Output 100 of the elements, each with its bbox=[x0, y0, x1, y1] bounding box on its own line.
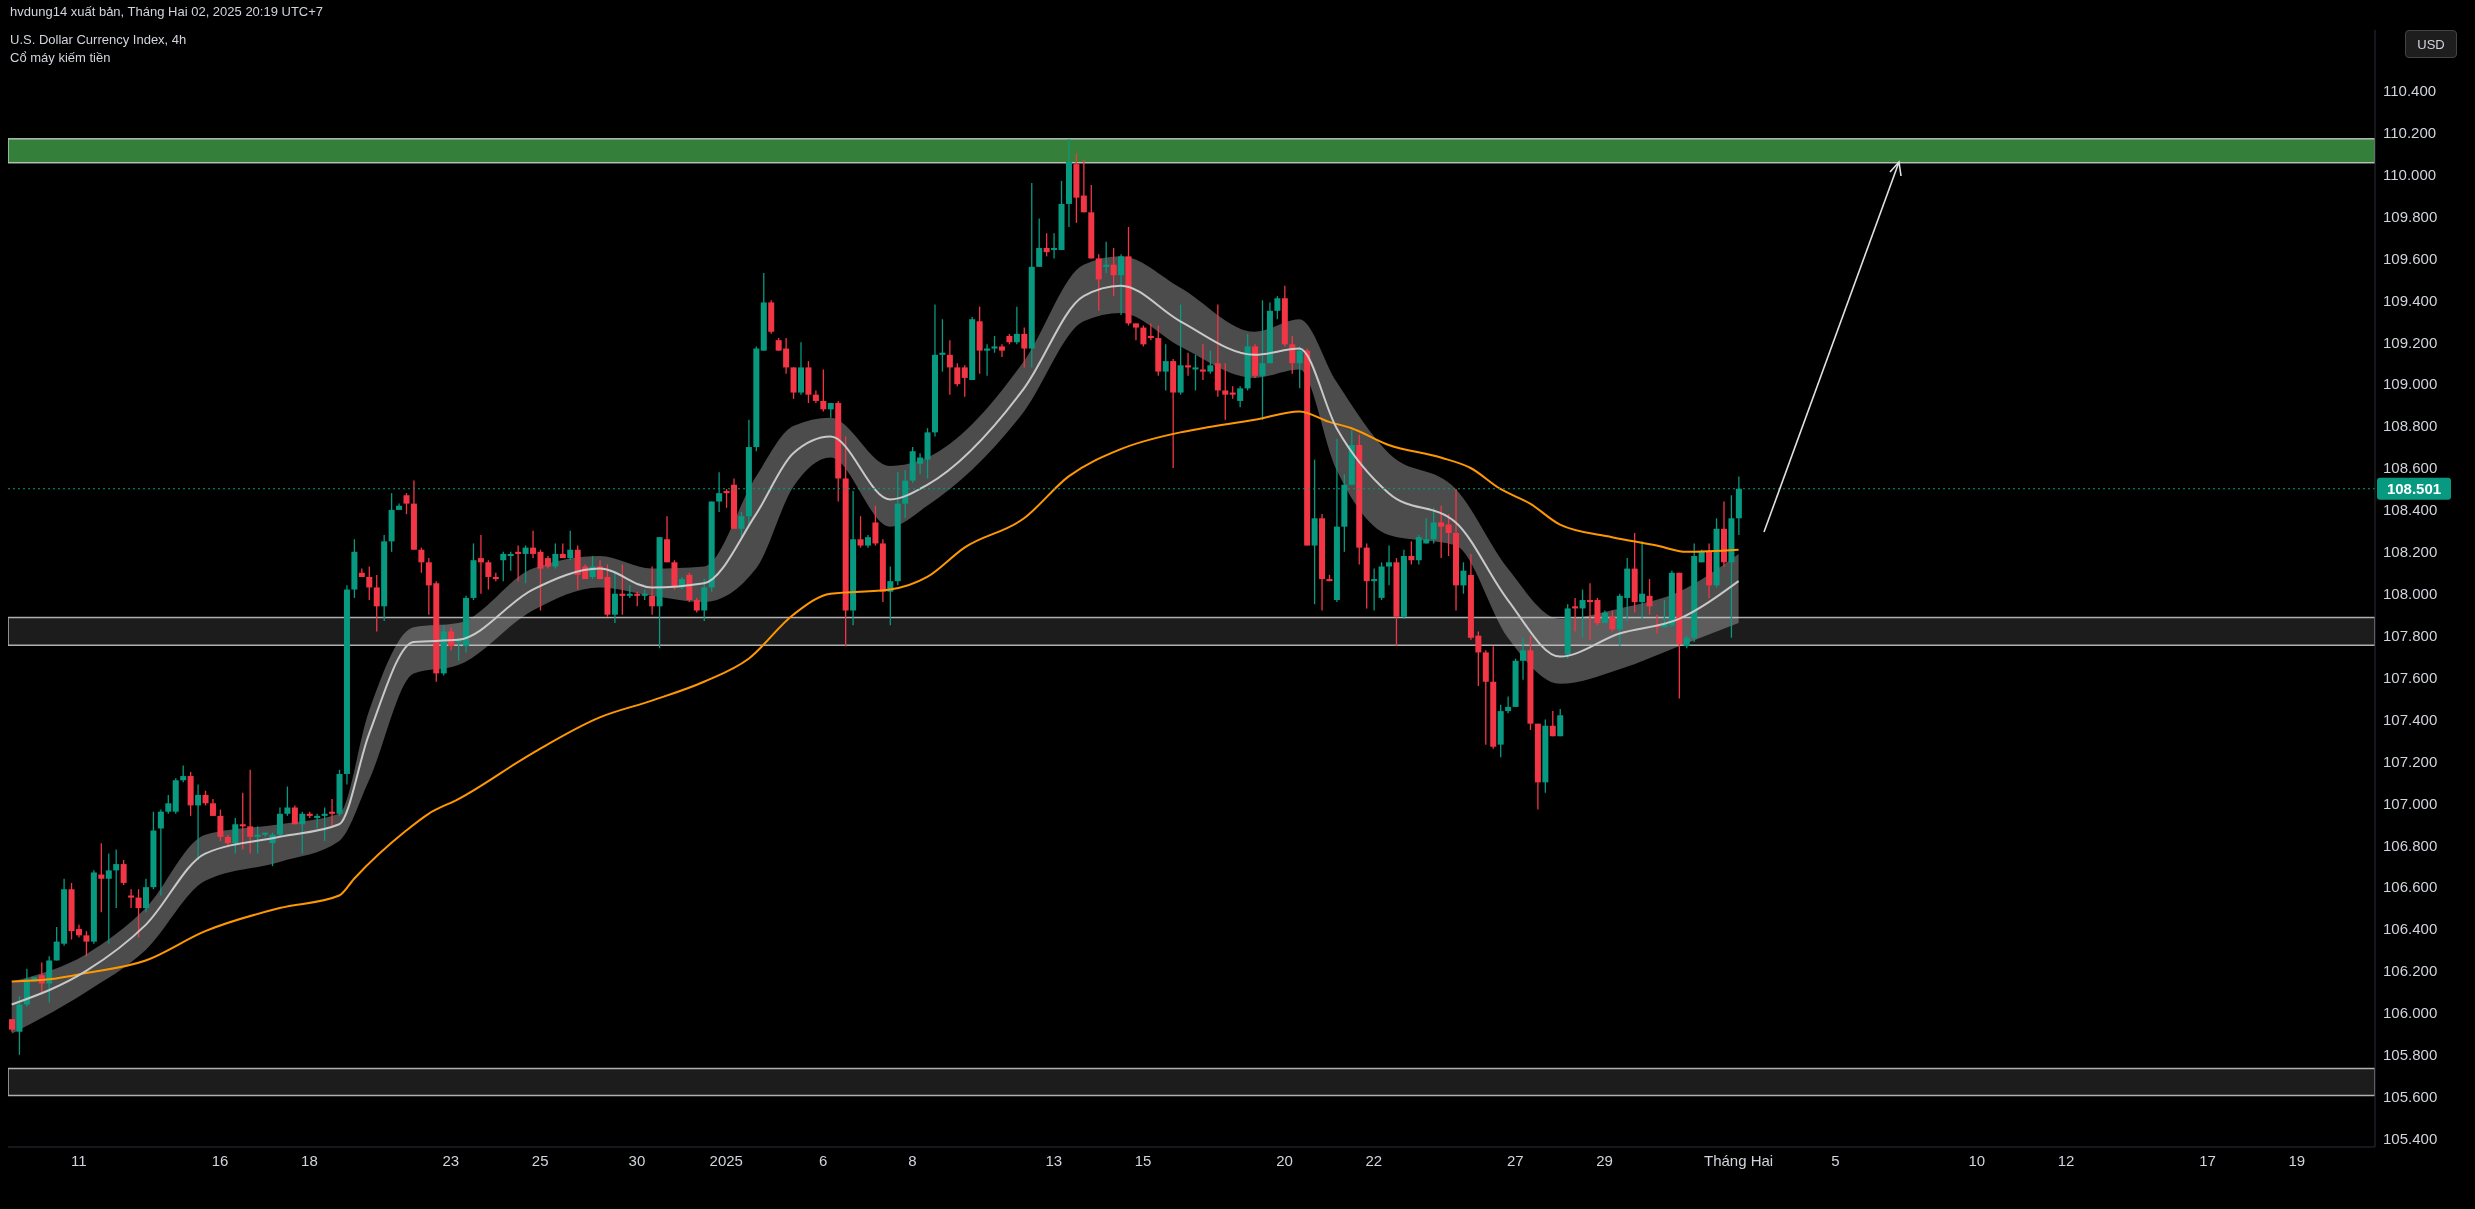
x-tick-label: 19 bbox=[2288, 1151, 2306, 1169]
candlestick bbox=[1222, 362, 1229, 421]
y-tick-label: 107.600 bbox=[2383, 668, 2438, 686]
x-tick-label: 5 bbox=[1831, 1151, 1840, 1169]
candlestick bbox=[738, 511, 745, 538]
candlestick bbox=[1021, 326, 1028, 369]
candlestick bbox=[500, 551, 507, 582]
chart-title: U.S. Dollar Currency Index, 4h bbox=[10, 32, 187, 47]
candlestick bbox=[373, 574, 380, 633]
candlestick bbox=[1192, 354, 1199, 392]
y-tick-label: 107.000 bbox=[2383, 794, 2438, 812]
candlestick bbox=[195, 783, 202, 861]
candlestick bbox=[1408, 540, 1415, 566]
candlestick bbox=[157, 808, 164, 897]
candlestick bbox=[1140, 324, 1147, 348]
candlestick bbox=[619, 563, 626, 616]
x-tick-label: 15 bbox=[1134, 1151, 1152, 1169]
candlestick bbox=[515, 544, 522, 582]
candlestick bbox=[1080, 159, 1087, 213]
y-tick-label: 106.000 bbox=[2383, 1004, 2438, 1022]
y-tick-label: 108.000 bbox=[2383, 585, 2438, 603]
x-tick-label: 23 bbox=[442, 1151, 460, 1169]
candlestick bbox=[1036, 217, 1043, 268]
y-tick-label: 107.800 bbox=[2383, 626, 2438, 644]
y-tick-label: 105.800 bbox=[2383, 1046, 2438, 1064]
x-tick-label: 12 bbox=[2057, 1151, 2075, 1169]
y-tick-label: 106.200 bbox=[2383, 962, 2438, 980]
candlestick bbox=[1289, 335, 1296, 375]
line-series bbox=[10, 410, 1740, 983]
x-tick-label: 11 bbox=[70, 1151, 87, 1169]
x-tick-label: Tháng Hai bbox=[1703, 1151, 1774, 1169]
candlestick bbox=[403, 492, 410, 515]
x-tick-label: 16 bbox=[211, 1151, 229, 1169]
y-tick-label: 106.800 bbox=[2383, 836, 2438, 854]
y-tick-label: 109.000 bbox=[2383, 375, 2438, 393]
x-tick-label: 8 bbox=[908, 1151, 917, 1169]
candlestick bbox=[1185, 352, 1192, 377]
candlestick bbox=[1572, 597, 1579, 633]
candlestick bbox=[113, 848, 120, 909]
candlestick bbox=[1609, 609, 1616, 633]
candlestick bbox=[701, 578, 708, 622]
candlestick bbox=[1103, 241, 1110, 274]
y-tick-label: 107.400 bbox=[2383, 710, 2438, 728]
candlestick bbox=[128, 888, 135, 909]
candlestick bbox=[1430, 507, 1437, 545]
ref-line-label: 108.501 bbox=[2386, 479, 2442, 497]
candlestick bbox=[366, 565, 373, 601]
candlestick bbox=[1199, 343, 1206, 381]
candlestick bbox=[1505, 695, 1512, 714]
candlestick bbox=[247, 769, 254, 855]
candlestick bbox=[1639, 540, 1646, 620]
text: Cổ máy kiếm tiền bbox=[10, 50, 111, 65]
y-tick-label: 108.600 bbox=[2383, 459, 2438, 477]
candlestick bbox=[418, 546, 425, 574]
candlestick bbox=[1043, 232, 1050, 257]
y-tick-label: 106.400 bbox=[2383, 920, 2438, 938]
candlestick bbox=[299, 811, 306, 855]
candlestick bbox=[485, 559, 492, 591]
y-tick-label: 108.400 bbox=[2383, 501, 2438, 519]
y-tick-label: 110.000 bbox=[2383, 165, 2437, 183]
candlestick bbox=[239, 792, 246, 851]
candlestick bbox=[961, 364, 968, 398]
x-tick-label: 27 bbox=[1506, 1151, 1524, 1169]
candlestick bbox=[321, 806, 328, 842]
x-tick-label: 30 bbox=[628, 1151, 646, 1169]
candlestick bbox=[1118, 253, 1125, 316]
candlestick bbox=[1259, 299, 1266, 421]
candlestick bbox=[1274, 295, 1281, 320]
candlestick bbox=[165, 794, 172, 815]
candlestick bbox=[284, 785, 291, 817]
candlestick bbox=[46, 955, 53, 1004]
y-tick-label: 109.200 bbox=[2383, 333, 2438, 351]
candlestick bbox=[552, 542, 559, 570]
candlestick bbox=[142, 878, 149, 913]
candlestick bbox=[254, 825, 261, 855]
x-tick-label: 25 bbox=[531, 1151, 549, 1169]
candlestick bbox=[329, 798, 336, 828]
candlestick bbox=[1013, 305, 1020, 345]
candlestick bbox=[857, 515, 864, 549]
candlestick bbox=[120, 859, 127, 886]
x-tick-label: 22 bbox=[1365, 1151, 1383, 1169]
candlestick bbox=[1237, 385, 1244, 408]
candlestick bbox=[83, 930, 90, 957]
candlestick bbox=[998, 343, 1005, 358]
candlestick bbox=[664, 515, 671, 563]
candlestick bbox=[1520, 637, 1527, 681]
y-tick-label: 109.400 bbox=[2383, 291, 2438, 309]
y-tick-label: 105.600 bbox=[2383, 1088, 2438, 1106]
candlestick bbox=[946, 339, 953, 396]
candlestick bbox=[649, 565, 656, 616]
x-tick-label: 2025 bbox=[709, 1151, 743, 1169]
candlestick bbox=[567, 530, 574, 561]
x-tick-label: 13 bbox=[1045, 1151, 1063, 1169]
candlestick bbox=[1445, 513, 1452, 557]
x-tick-label: 17 bbox=[2199, 1151, 2216, 1169]
candlestick bbox=[1095, 253, 1102, 312]
candlestick bbox=[1579, 588, 1586, 639]
y-tick-label: 109.600 bbox=[2383, 249, 2438, 267]
candlestick bbox=[1162, 343, 1169, 392]
y-tick-label: 108.200 bbox=[2383, 543, 2438, 561]
